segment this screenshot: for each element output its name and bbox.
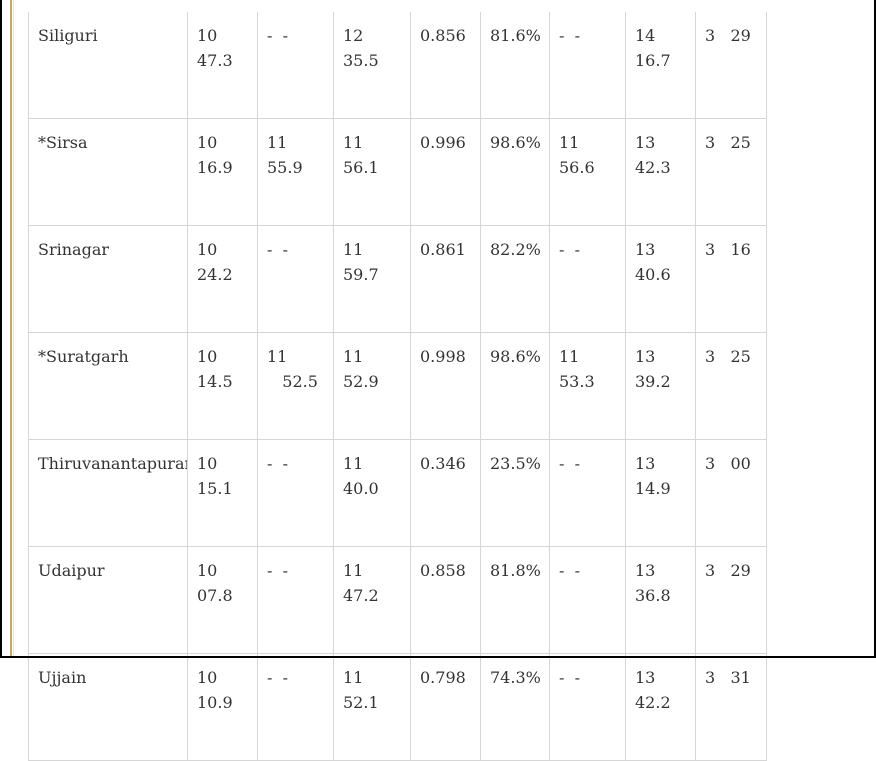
table-cell: 0.996 [410,118,481,226]
table-cell: 10 14.5 [187,332,258,440]
table-cell: 3 25 [695,332,767,440]
table-cell: 81.6% [480,12,550,119]
table-cell: 11 40.0 [333,439,411,547]
city-cell: Thiruvanantapuram [28,439,188,547]
table-cell: 11 56.6 [549,118,626,226]
table-cell: - - [549,225,626,333]
city-cell: Srinagar [28,225,188,333]
table-cell: 13 39.2 [625,332,696,440]
table-cell: 23.5% [480,439,550,547]
table-cell: 3 29 [695,12,767,119]
table-cell: - - [257,225,334,333]
table-cell: 0.856 [410,12,481,119]
city-cell: Ujjain [28,653,188,761]
table-cell: 11 59.7 [333,225,411,333]
table-cell: 14 16.7 [625,12,696,119]
table-cell: 11 55.9 [257,118,334,226]
city-cell: Siliguri [28,12,188,119]
table-row: Ujjain 10 10.9 - - 11 52.1 0.798 74.3% -… [28,653,767,761]
table-cell: - - [549,653,626,761]
table-cell: 3 31 [695,653,767,761]
table-cell: 74.3% [480,653,550,761]
left-gray-rule [13,0,14,658]
table-cell: - - [549,546,626,654]
table-cell: 0.346 [410,439,481,547]
table-row: Thiruvanantapuram 10 15.1 - - 11 40.0 0.… [28,439,767,547]
table-cell: 11 47.2 [333,546,411,654]
table-cell: 3 29 [695,546,767,654]
table-cell: 11 52.9 [333,332,411,440]
table-cell: 10 16.9 [187,118,258,226]
table-row: Siliguri 10 47.3 - - 12 35.5 0.856 81.6%… [28,12,767,119]
eclipse-timings-table: Siliguri 10 47.3 - - 12 35.5 0.856 81.6%… [28,12,767,761]
table-cell: 0.998 [410,332,481,440]
table-cell: 10 10.9 [187,653,258,761]
table-cell: - - [257,546,334,654]
city-cell: *Suratgarh [28,332,188,440]
table-cell: 10 07.8 [187,546,258,654]
city-cell: *Sirsa [28,118,188,226]
table-cell: 3 16 [695,225,767,333]
table-cell: 13 42.2 [625,653,696,761]
table-cell: - - [257,653,334,761]
table-cell: - - [549,12,626,119]
table-cell: 10 15.1 [187,439,258,547]
table-cell: 81.8% [480,546,550,654]
table-cell: - - [257,439,334,547]
table-cell: 13 42.3 [625,118,696,226]
table-cell: 0.858 [410,546,481,654]
table-cell: - - [549,439,626,547]
table-cell: 3 00 [695,439,767,547]
table-cell: 0.798 [410,653,481,761]
city-cell: Udaipur [28,546,188,654]
table-cell: 3 25 [695,118,767,226]
left-gold-rule [10,0,12,658]
table-cell: 82.2% [480,225,550,333]
table-cell: 13 40.6 [625,225,696,333]
table-row: Udaipur 10 07.8 - - 11 47.2 0.858 81.8% … [28,546,767,654]
table-cell: 13 14.9 [625,439,696,547]
table-cell: 10 24.2 [187,225,258,333]
table-cell: 11 56.1 [333,118,411,226]
table-cell: 11 52.1 [333,653,411,761]
table-row: *Sirsa 10 16.9 11 55.9 11 56.1 0.996 98.… [28,118,767,226]
table-cell: 13 36.8 [625,546,696,654]
table-cell: 11 53.3 [549,332,626,440]
table-cell: - - [257,12,334,119]
table-row: Srinagar 10 24.2 - - 11 59.7 0.861 82.2%… [28,225,767,333]
table-cell: 0.861 [410,225,481,333]
table-cell: 10 47.3 [187,12,258,119]
table-cell: 98.6% [480,118,550,226]
table-cell: 11 52.5 [257,332,334,440]
table-row: *Suratgarh 10 14.5 11 52.5 11 52.9 0.998… [28,332,767,440]
table-cell: 98.6% [480,332,550,440]
table-cell: 12 35.5 [333,12,411,119]
